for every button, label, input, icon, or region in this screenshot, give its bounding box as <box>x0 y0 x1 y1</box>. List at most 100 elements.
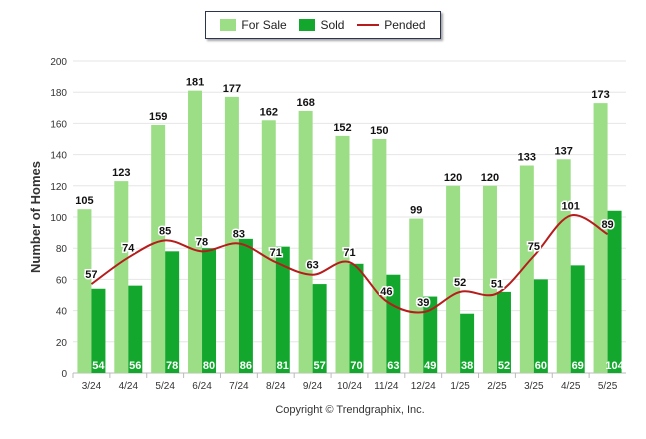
for-sale-value-label: 133 <box>518 152 536 164</box>
bar-sold[interactable] <box>128 285 143 373</box>
legend-label-pended: Pended <box>384 18 426 32</box>
sold-value-label: 78 <box>166 360 178 372</box>
bar-sold[interactable] <box>275 246 290 373</box>
pended-value-label: 85 <box>159 225 171 237</box>
sold-value-label: 49 <box>424 360 436 372</box>
pended-value-label: 63 <box>307 260 319 272</box>
bar-sold[interactable] <box>238 238 253 373</box>
pended-value-label: 51 <box>491 278 503 290</box>
bar-sold[interactable] <box>312 284 327 373</box>
line-layer <box>90 214 609 314</box>
pended-value-label: 78 <box>196 236 208 248</box>
bar-for-sale[interactable] <box>446 185 461 373</box>
for-sale-value-label: 152 <box>333 122 351 134</box>
x-tick-label: 4/25 <box>561 381 581 392</box>
sold-value-label: 86 <box>240 360 252 372</box>
bar-sold[interactable] <box>349 263 364 373</box>
legend: For Sale Sold Pended <box>205 11 441 39</box>
bar-for-sale[interactable] <box>188 90 203 373</box>
for-sale-value-label: 137 <box>555 145 573 157</box>
pended-value-label: 75 <box>528 241 540 253</box>
y-tick-label: 100 <box>50 213 67 224</box>
bar-sold[interactable] <box>91 288 106 373</box>
sold-value-label: 38 <box>461 360 473 372</box>
legend-item-sold[interactable]: Sold <box>299 18 344 32</box>
for-sale-value-label: 162 <box>260 106 278 118</box>
pended-value-label: 101 <box>562 200 580 212</box>
for-sale-value-label: 120 <box>444 172 462 184</box>
for-sale-value-label: 120 <box>481 172 499 184</box>
y-tick-label: 0 <box>61 369 67 380</box>
bar-sold[interactable] <box>165 251 180 373</box>
bar-sold[interactable] <box>202 248 217 373</box>
x-tick-label: 5/24 <box>155 381 175 392</box>
sold-value-label: 52 <box>498 360 510 372</box>
legend-label-for-sale: For Sale <box>241 18 287 32</box>
bar-sold[interactable] <box>460 313 475 373</box>
for-sale-value-label: 177 <box>223 83 241 95</box>
bar-for-sale[interactable] <box>556 159 571 373</box>
pended-swatch <box>357 24 380 26</box>
y-tick-label: 200 <box>50 57 67 68</box>
bar-for-sale[interactable] <box>77 209 92 373</box>
bar-sold[interactable] <box>570 265 585 373</box>
pended-line[interactable] <box>90 214 609 314</box>
bar-for-sale[interactable] <box>593 103 608 374</box>
legend-item-pended[interactable]: Pended <box>357 18 426 32</box>
bar-for-sale[interactable] <box>224 96 239 373</box>
sold-value-label: 69 <box>572 360 584 372</box>
bar-for-sale[interactable] <box>261 120 276 373</box>
bar-for-sale[interactable] <box>151 124 166 374</box>
x-tick-label: 3/25 <box>524 381 544 392</box>
x-tick-label: 4/24 <box>119 381 139 392</box>
x-tick-label: 8/24 <box>266 381 286 392</box>
x-tick-label: 1/25 <box>450 381 470 392</box>
bar-sold[interactable] <box>496 291 511 373</box>
x-tick-label: 2/25 <box>487 381 507 392</box>
copyright-text: Copyright © Trendgraphix, Inc. <box>275 404 424 416</box>
bar-sold[interactable] <box>533 279 548 373</box>
legend-item-for-sale[interactable]: For Sale <box>220 18 287 32</box>
pended-value-label: 46 <box>380 286 392 298</box>
sold-value-label: 81 <box>277 360 289 372</box>
for-sale-value-label: 99 <box>410 205 422 217</box>
y-tick-label: 60 <box>56 275 68 286</box>
pended-value-label: 71 <box>270 247 282 259</box>
y-tick-label: 40 <box>56 307 68 318</box>
pended-value-label: 89 <box>601 219 613 231</box>
bar-for-sale[interactable] <box>409 218 424 373</box>
y-tick-label: 160 <box>50 119 67 130</box>
x-tick-label: 9/24 <box>303 381 323 392</box>
x-tick-label: 10/24 <box>337 381 362 392</box>
bar-for-sale[interactable] <box>519 165 534 373</box>
bar-for-sale[interactable] <box>298 110 313 374</box>
pended-value-label: 83 <box>233 229 245 241</box>
bar-sold[interactable] <box>607 210 622 373</box>
y-tick-label: 120 <box>50 182 67 193</box>
sold-value-label: 63 <box>387 360 399 372</box>
bar-for-sale[interactable] <box>482 185 497 373</box>
sold-value-label: 104 <box>605 360 624 372</box>
x-tick-label: 5/25 <box>598 381 618 392</box>
bar-for-sale[interactable] <box>372 139 387 373</box>
sold-value-label: 70 <box>350 360 362 372</box>
sold-value-label: 60 <box>535 360 547 372</box>
bar-sold[interactable] <box>386 274 401 373</box>
for-sale-value-label: 105 <box>75 195 93 207</box>
pended-value-label: 39 <box>417 297 429 309</box>
bar-for-sale[interactable] <box>114 181 129 373</box>
bar-layer <box>77 90 622 374</box>
pended-value-label: 71 <box>343 247 355 259</box>
legend-label-sold: Sold <box>320 18 345 32</box>
bar-sold[interactable] <box>423 296 438 373</box>
for-sale-value-label: 123 <box>112 167 130 179</box>
x-tick-label: 12/24 <box>411 381 436 392</box>
bar-for-sale[interactable] <box>335 135 350 373</box>
pended-value-label: 74 <box>122 243 135 255</box>
pended-value-label: 52 <box>454 277 466 289</box>
for-sale-value-label: 168 <box>296 97 314 109</box>
for-sale-value-label: 173 <box>591 89 609 101</box>
for-sale-value-label: 159 <box>149 111 167 123</box>
